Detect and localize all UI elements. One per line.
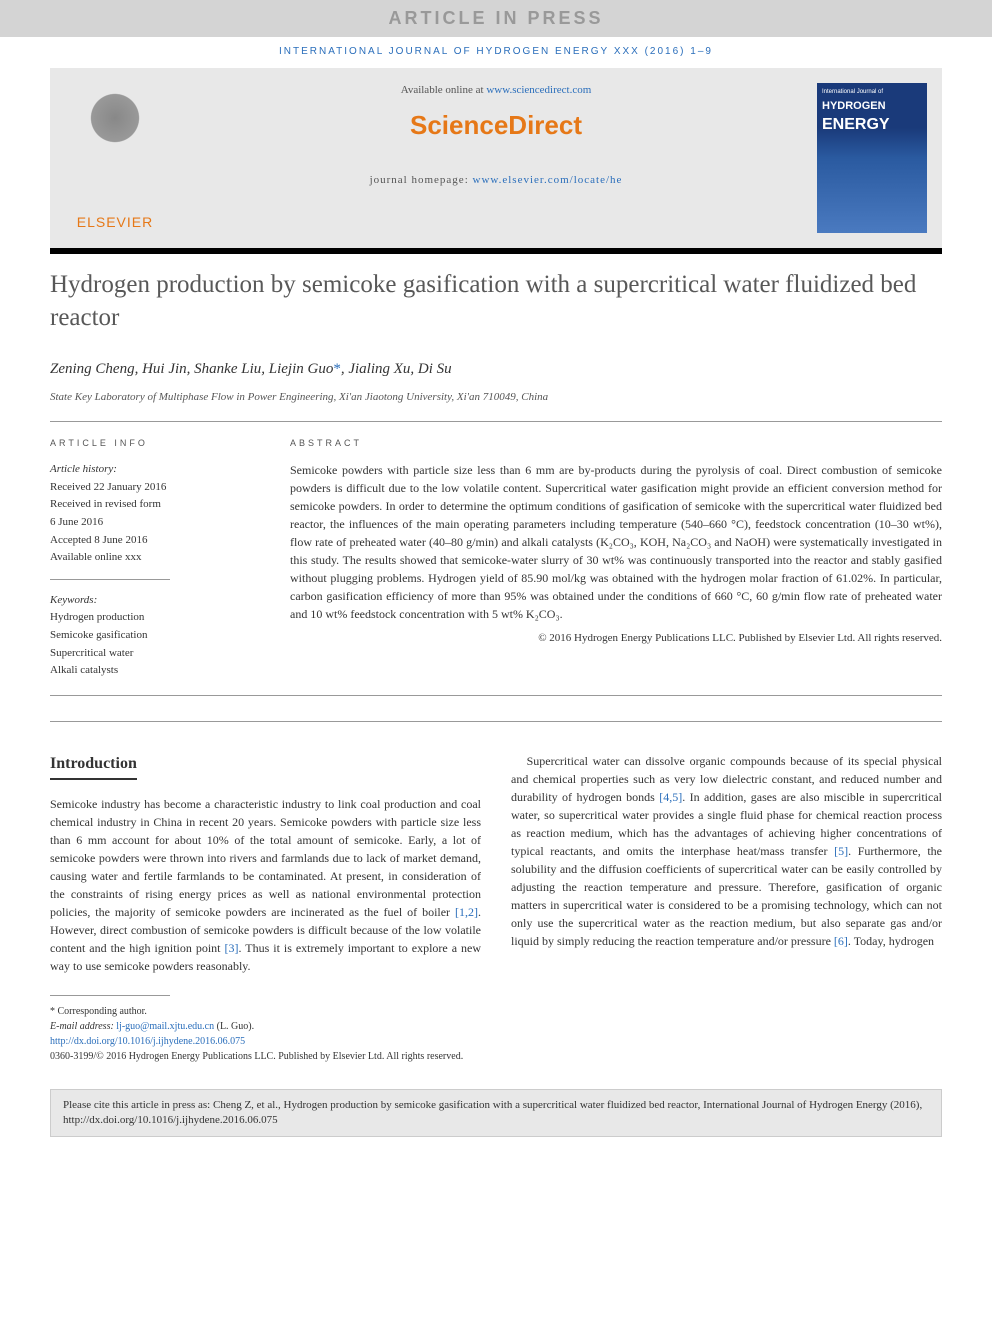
footer-block: * Corresponding author. E-mail address: … (50, 1004, 942, 1064)
article-in-press-bar: ARTICLE IN PRESS (0, 0, 992, 37)
keywords-heading: Keywords: (50, 592, 250, 610)
introduction-heading: Introduction (50, 752, 137, 780)
elsevier-logo: ELSEVIER (65, 83, 165, 233)
doi-link[interactable]: http://dx.doi.org/10.1016/j.ijhydene.201… (50, 1036, 245, 1047)
cover-title-1: HYDROGEN (822, 99, 922, 114)
info-separator (50, 579, 170, 580)
article-content: Hydrogen production by semicoke gasifica… (0, 254, 992, 1079)
issn-copyright-line: 0360-3199/© 2016 Hydrogen Energy Publica… (50, 1049, 942, 1064)
keyword-item: Semicoke gasification (50, 627, 250, 645)
cover-subtitle: International Journal of (822, 88, 922, 96)
reference-link-45[interactable]: [4,5] (659, 790, 682, 804)
corresponding-author-note: * Corresponding author. (50, 1004, 942, 1019)
info-abstract-row: ARTICLE INFO Article history: Received 2… (50, 421, 942, 696)
keyword-item: Supercritical water (50, 645, 250, 663)
article-info-label: ARTICLE INFO (50, 437, 250, 450)
left-column: Introduction Semicoke industry has becom… (50, 752, 481, 975)
journal-cover-thumbnail: International Journal of HYDROGEN ENERGY (817, 83, 927, 233)
history-accepted: Accepted 8 June 2016 (50, 532, 250, 550)
email-link[interactable]: lj-guo@mail.xjtu.edu.cn (116, 1021, 214, 1032)
email-line: E-mail address: lj-guo@mail.xjtu.edu.cn … (50, 1019, 942, 1034)
history-online: Available online xxx (50, 549, 250, 567)
elsevier-tree-icon (70, 83, 160, 183)
publisher-header: ELSEVIER International Journal of HYDROG… (50, 68, 942, 248)
history-received: Received 22 January 2016 (50, 479, 250, 497)
history-heading: Article history: (50, 461, 250, 479)
keyword-item: Alkali catalysts (50, 662, 250, 680)
article-history: Article history: Received 22 January 201… (50, 461, 250, 567)
abstract-copyright: © 2016 Hydrogen Energy Publications LLC.… (290, 631, 942, 646)
journal-citation-header: INTERNATIONAL JOURNAL OF HYDROGEN ENERGY… (0, 37, 992, 63)
body-separator (50, 721, 942, 722)
abstract-text: Semicoke powders with particle size less… (290, 461, 942, 623)
reference-link-5[interactable]: [5] (834, 844, 848, 858)
body-columns: Introduction Semicoke industry has becom… (50, 752, 942, 975)
abstract-label: ABSTRACT (290, 437, 942, 450)
sciencedirect-logo: ScienceDirect (200, 107, 792, 143)
homepage-link[interactable]: www.elsevier.com/locate/he (473, 174, 623, 186)
sciencedirect-link[interactable]: www.sciencedirect.com (486, 84, 591, 96)
journal-homepage-text: journal homepage: www.elsevier.com/locat… (200, 173, 792, 188)
homepage-prefix: journal homepage: (370, 174, 473, 186)
corresponding-mark: * (333, 361, 341, 377)
citation-box: Please cite this article in press as: Ch… (50, 1089, 942, 1138)
author-list: Zening Cheng, Hui Jin, Shanke Liu, Lieji… (50, 359, 942, 380)
available-prefix: Available online at (401, 84, 487, 96)
footer-separator (50, 995, 170, 996)
cover-title-2: ENERGY (822, 114, 922, 136)
intro-text: . Furthermore, the solubility and the di… (511, 844, 942, 948)
intro-paragraph-1: Semicoke industry has become a character… (50, 795, 481, 975)
abstract-column: ABSTRACT Semicoke powders with particle … (290, 437, 942, 680)
right-column: Supercritical water can dissolve organic… (511, 752, 942, 975)
elsevier-text: ELSEVIER (65, 213, 165, 233)
reference-link-12[interactable]: [1,2] (455, 905, 478, 919)
authors-part1: Zening Cheng, Hui Jin, Shanke Liu, Lieji… (50, 361, 333, 377)
reference-link-3[interactable]: [3] (225, 941, 239, 955)
intro-paragraph-2: Supercritical water can dissolve organic… (511, 752, 942, 950)
history-revised-2: 6 June 2016 (50, 514, 250, 532)
available-online-text: Available online at www.sciencedirect.co… (200, 83, 792, 98)
keyword-item: Hydrogen production (50, 609, 250, 627)
authors-part2: , Jialing Xu, Di Su (341, 361, 452, 377)
affiliation: State Key Laboratory of Multiphase Flow … (50, 390, 942, 405)
article-info-column: ARTICLE INFO Article history: Received 2… (50, 437, 250, 680)
email-suffix: (L. Guo). (214, 1021, 254, 1032)
reference-link-6[interactable]: [6] (834, 934, 848, 948)
intro-text: . Today, hydrogen (848, 934, 934, 948)
email-label: E-mail address: (50, 1021, 116, 1032)
history-revised-1: Received in revised form (50, 496, 250, 514)
article-title: Hydrogen production by semicoke gasifica… (50, 269, 942, 334)
keywords-block: Keywords: Hydrogen production Semicoke g… (50, 592, 250, 680)
intro-text: Semicoke industry has become a character… (50, 797, 481, 919)
